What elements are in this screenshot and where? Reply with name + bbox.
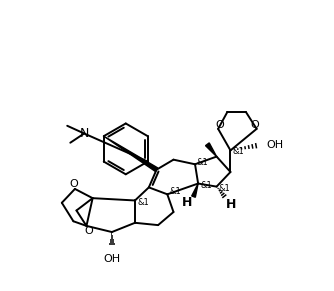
Text: &1: &1 [233, 148, 244, 157]
Text: H: H [226, 198, 236, 211]
Polygon shape [104, 136, 158, 171]
Text: &1: &1 [197, 158, 208, 167]
Text: O: O [251, 120, 260, 130]
Polygon shape [205, 143, 217, 157]
Text: H: H [182, 196, 192, 209]
Text: O: O [215, 120, 224, 130]
Text: &1: &1 [137, 198, 149, 207]
Text: OH: OH [103, 253, 121, 264]
Text: &1: &1 [200, 181, 212, 190]
Text: O: O [70, 179, 78, 189]
Text: O: O [85, 226, 93, 235]
Text: &1: &1 [219, 184, 231, 194]
Text: &1: &1 [170, 187, 181, 196]
Polygon shape [192, 184, 198, 197]
Text: OH: OH [266, 140, 283, 150]
Text: N: N [79, 127, 89, 140]
